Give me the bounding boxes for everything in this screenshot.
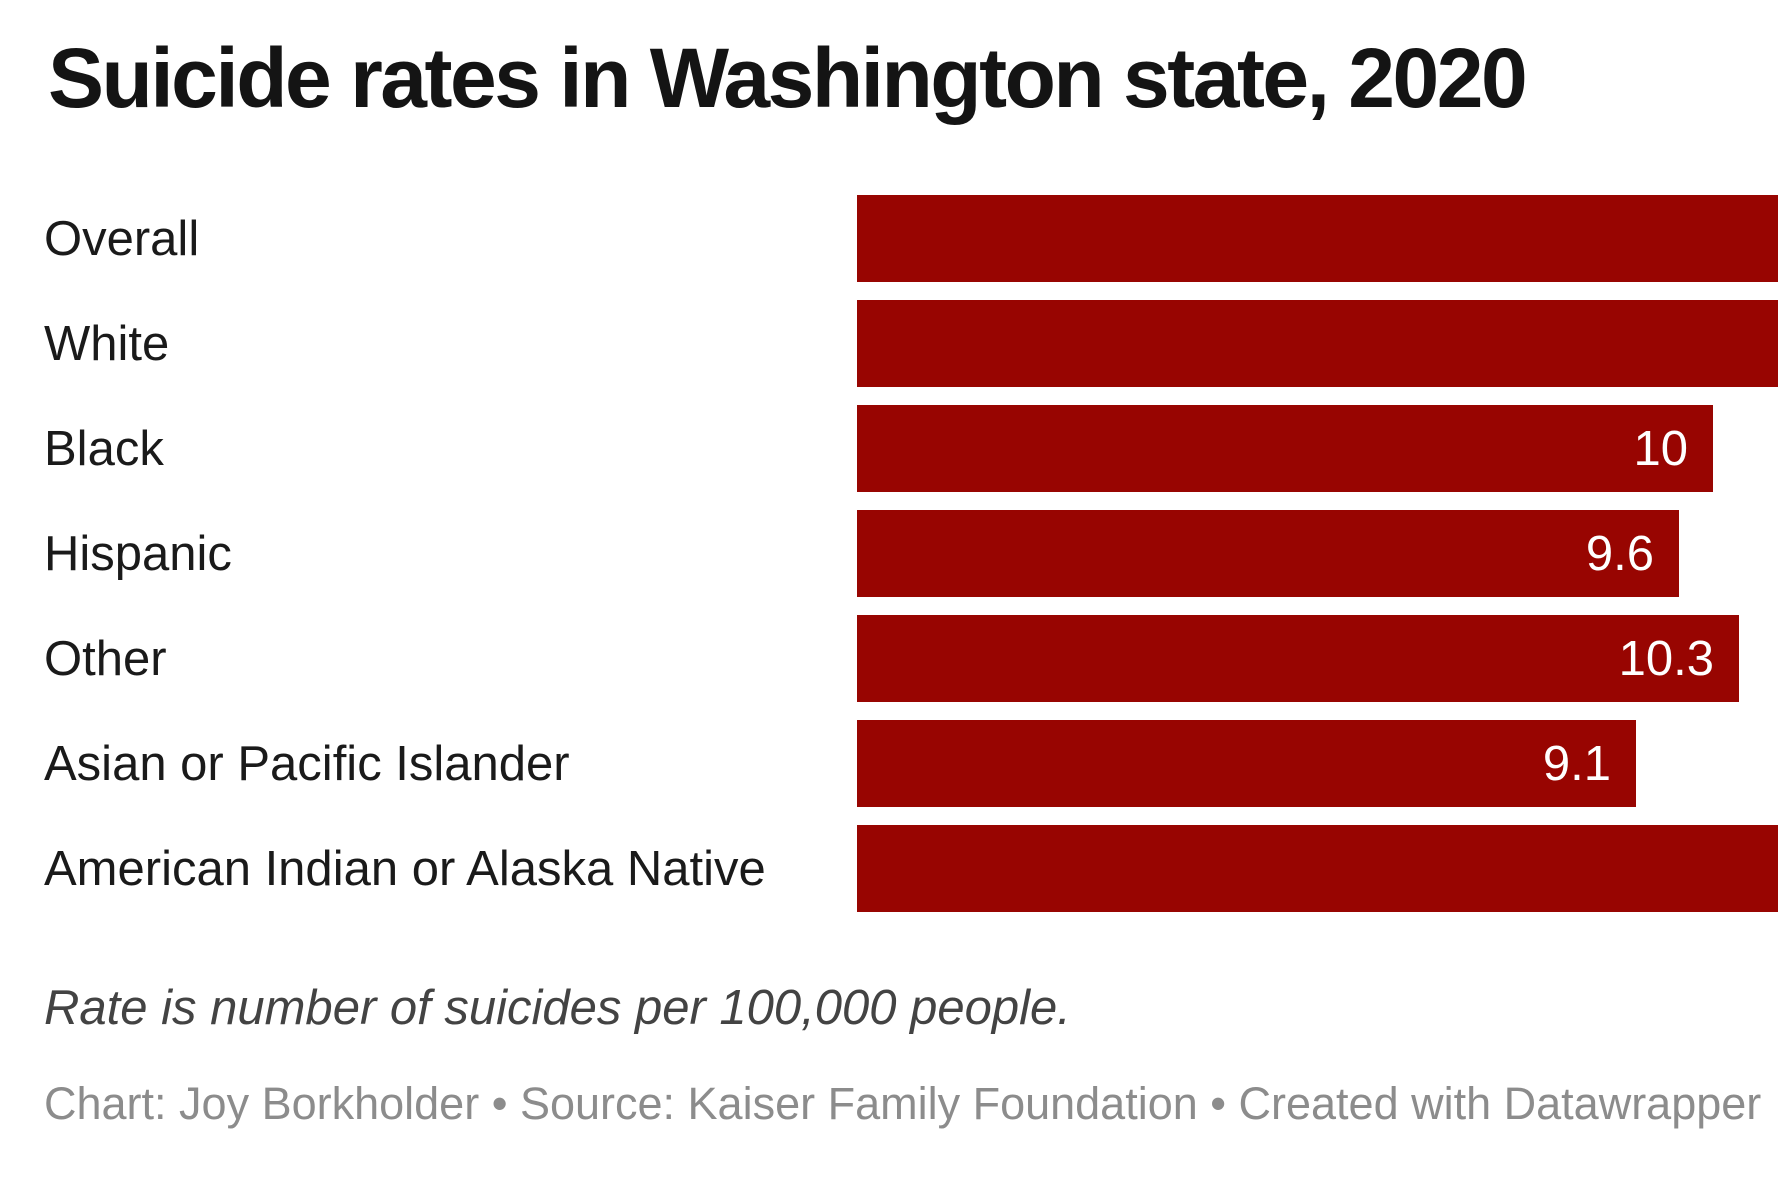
bar bbox=[857, 825, 1778, 912]
category-label: Other bbox=[44, 631, 167, 686]
bar-row: White bbox=[0, 300, 1778, 387]
bar-row: Other 10.3 bbox=[0, 615, 1778, 702]
bar-row: American Indian or Alaska Native bbox=[0, 825, 1778, 912]
category-label: Black bbox=[44, 421, 164, 476]
category-label: Overall bbox=[44, 211, 200, 266]
category-label: American Indian or Alaska Native bbox=[44, 841, 766, 896]
bar-row: Black 10 bbox=[0, 405, 1778, 492]
bar: 9.1 bbox=[857, 720, 1636, 807]
bar-chart: Overall White Black 10 Hispanic 9.6 Othe… bbox=[0, 195, 1778, 930]
bar-row: Asian or Pacific Islander 9.1 bbox=[0, 720, 1778, 807]
category-label: Hispanic bbox=[44, 526, 232, 581]
chart-note: Rate is number of suicides per 100,000 p… bbox=[44, 981, 1071, 1035]
category-label: White bbox=[44, 316, 170, 371]
bar-row: Hispanic 9.6 bbox=[0, 510, 1778, 597]
category-label: Asian or Pacific Islander bbox=[44, 736, 570, 791]
bar: 9.6 bbox=[857, 510, 1679, 597]
bar-value-label: 10.3 bbox=[1618, 631, 1714, 686]
bar bbox=[857, 195, 1778, 282]
bar-value-label: 9.1 bbox=[1542, 736, 1611, 791]
chart-title: Suicide rates in Washington state, 2020 bbox=[48, 31, 1528, 125]
bar: 10.3 bbox=[857, 615, 1739, 702]
bar bbox=[857, 300, 1778, 387]
bar-value-label: 9.6 bbox=[1585, 526, 1654, 581]
bar: 10 bbox=[857, 405, 1713, 492]
bar-row: Overall bbox=[0, 195, 1778, 282]
bar-value-label: 10 bbox=[1633, 421, 1688, 476]
chart-byline: Chart: Joy Borkholder • Source: Kaiser F… bbox=[44, 1078, 1762, 1129]
